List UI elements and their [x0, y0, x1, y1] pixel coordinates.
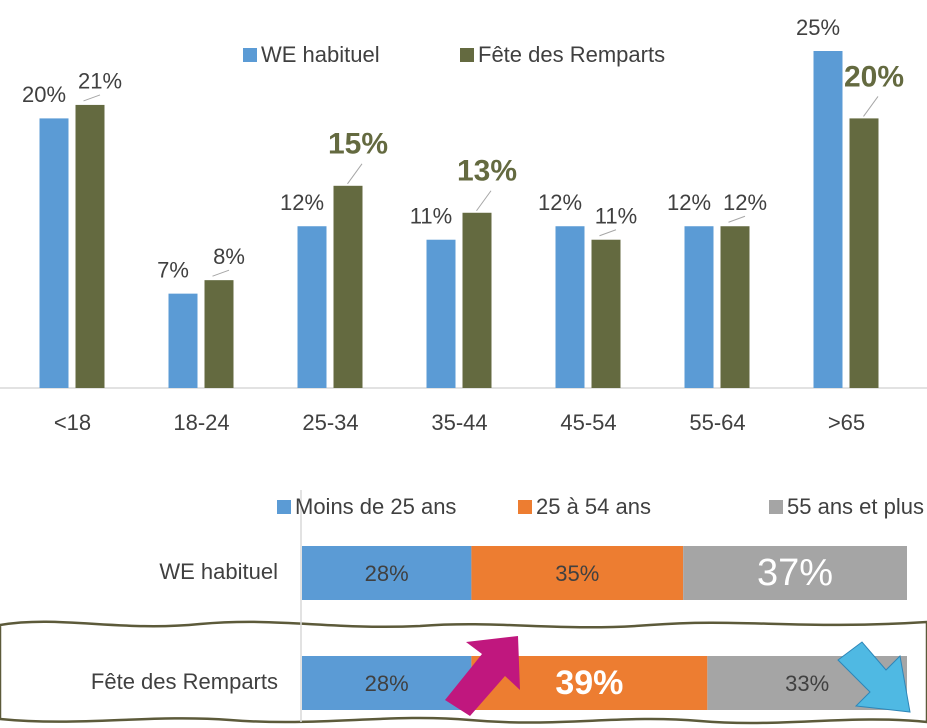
legend-swatch [769, 500, 783, 514]
legend-label: Fête des Remparts [478, 42, 665, 67]
y-tick-label: Fête des Remparts [91, 669, 278, 694]
data-label: 37% [757, 552, 833, 594]
x-tick-label: 25-34 [302, 410, 358, 435]
data-label: 12% [667, 190, 711, 215]
data-label: 28% [365, 561, 409, 586]
leader-line [212, 269, 230, 277]
bar [39, 118, 69, 389]
bar [168, 293, 198, 388]
data-label: 13% [457, 155, 517, 188]
data-label: 11% [410, 204, 452, 229]
x-tick-label: 35-44 [431, 410, 487, 435]
bar-segment [471, 546, 684, 600]
data-label: 33% [785, 671, 829, 696]
legend-swatch [518, 500, 532, 514]
leader-line [599, 229, 617, 237]
y-tick-label: WE habituel [159, 559, 278, 584]
bar [75, 104, 105, 389]
bar [462, 212, 492, 388]
bar [333, 185, 363, 388]
x-tick-label: 45-54 [560, 410, 616, 435]
bar-chart: WE habituel Fête des Remparts <18 20% 21% 18-… [0, 15, 927, 435]
data-label: 20% [22, 82, 66, 107]
bar [720, 226, 750, 388]
data-label: 7% [157, 257, 189, 282]
arrow-up [445, 636, 520, 716]
data-label: 11% [595, 204, 637, 229]
data-label: 12% [723, 190, 767, 215]
leader-line [476, 190, 492, 212]
data-label: 15% [328, 128, 388, 161]
bar [297, 226, 327, 388]
leader-line [728, 215, 746, 223]
bar [591, 239, 621, 388]
legend-label: 25 à 54 ans [536, 494, 651, 519]
x-tick-label: 55-64 [689, 410, 745, 435]
bar [813, 51, 843, 388]
arrow-down [837, 641, 911, 713]
leader-line [863, 96, 879, 117]
data-label: 20% [844, 60, 904, 93]
bar [849, 118, 879, 389]
data-label: 12% [538, 190, 582, 215]
x-tick-label: >65 [828, 410, 865, 435]
legend-label: WE habituel [261, 42, 380, 67]
x-tick-label: 18-24 [173, 410, 229, 435]
bar-segment [302, 656, 472, 710]
stacked-bar-chart: Moins de 25 ans 25 à 54 ans 55 ans et plus… [91, 490, 924, 722]
legend-swatch [243, 48, 257, 62]
data-label: 12% [280, 190, 324, 215]
bar [555, 226, 585, 388]
leader-line [347, 163, 363, 185]
bar-segment [683, 546, 907, 600]
legend-label: Moins de 25 ans [295, 494, 456, 519]
data-label: 8% [213, 244, 245, 269]
data-label: 21% [78, 69, 122, 94]
data-label: 25% [796, 15, 840, 40]
data-label: 35% [555, 561, 599, 586]
x-tick-label: <18 [54, 410, 91, 435]
bar-segment [302, 546, 472, 600]
bar [204, 280, 234, 388]
legend-swatch [277, 500, 291, 514]
legend-label: 55 ans et plus [787, 494, 924, 519]
legend-swatch [460, 48, 474, 62]
data-label: 39% [555, 664, 623, 702]
data-label: 28% [365, 671, 409, 696]
bar [426, 239, 456, 388]
leader-line [83, 94, 101, 102]
bar [684, 226, 714, 388]
